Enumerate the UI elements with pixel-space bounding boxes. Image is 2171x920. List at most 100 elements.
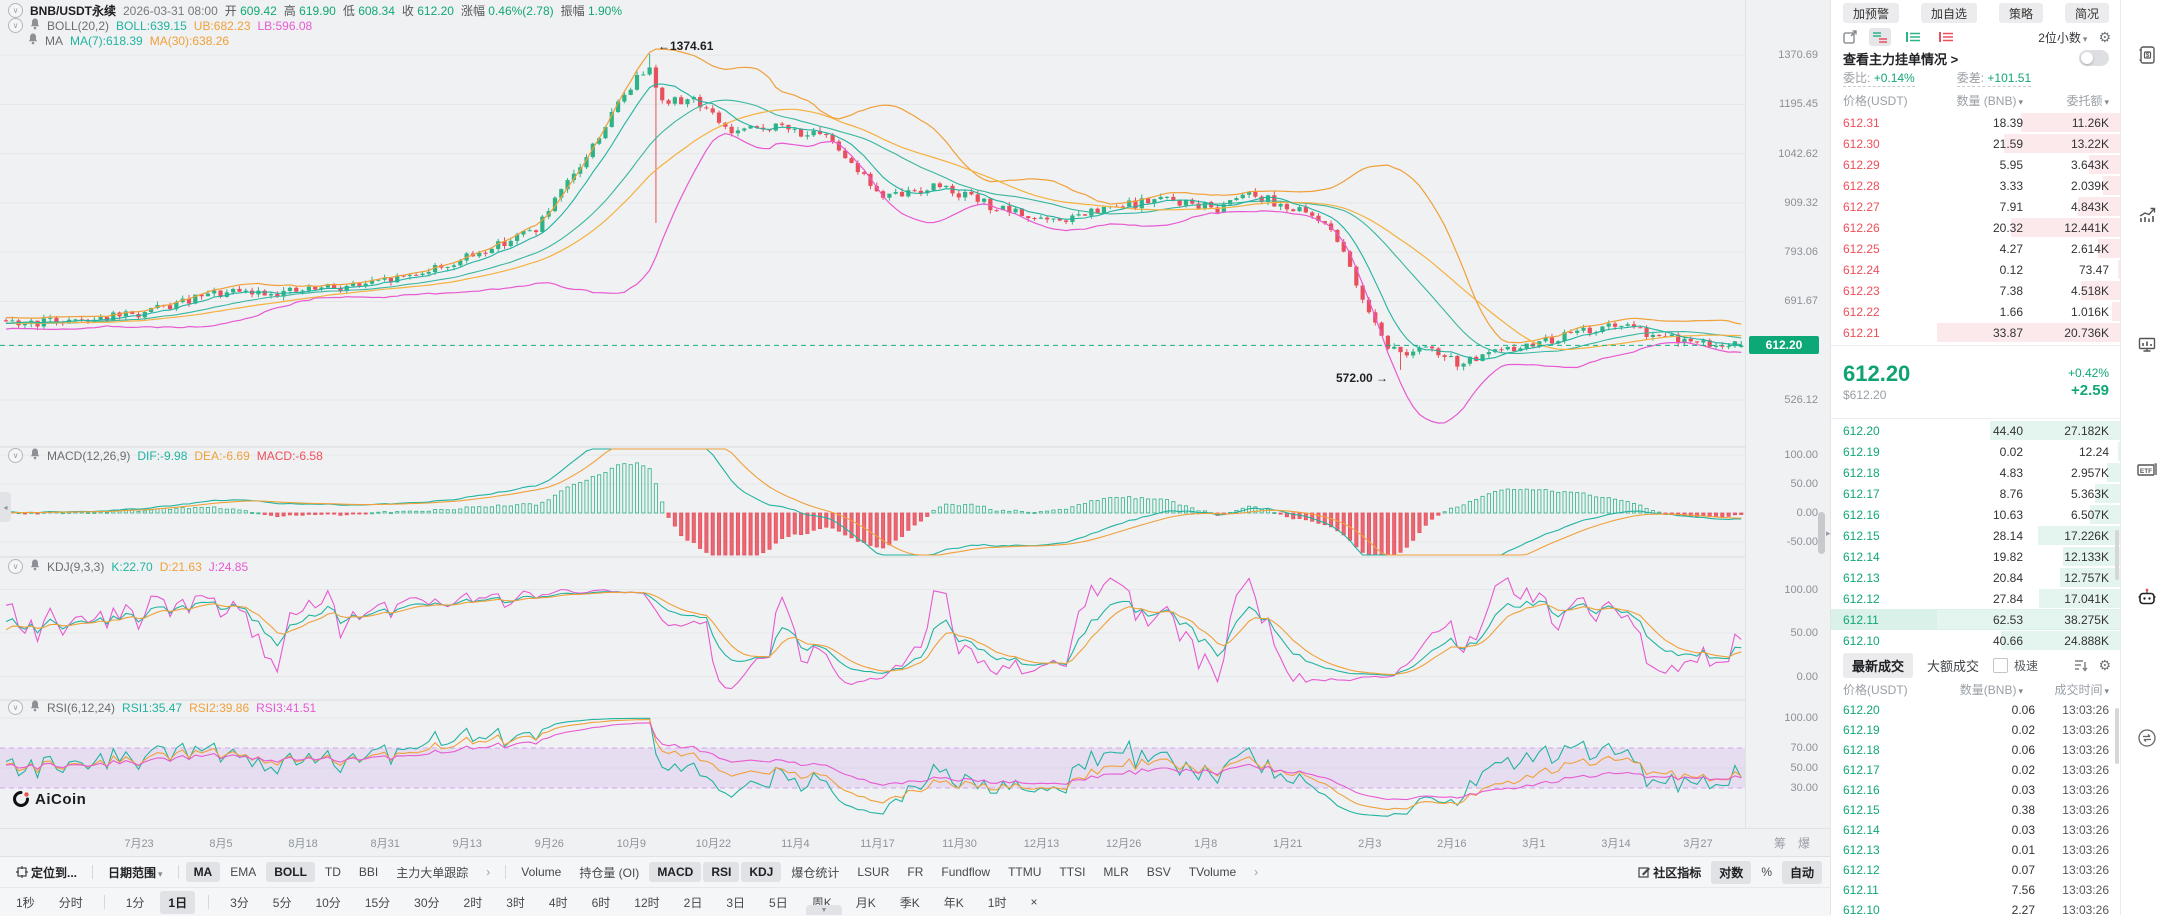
market-trend-icon[interactable]: [2137, 205, 2157, 228]
remove-timeframe-button[interactable]: ×: [1030, 895, 1038, 909]
toolbar-item-TD[interactable]: TD: [324, 865, 341, 879]
toolbar-item-MA[interactable]: MA: [185, 862, 221, 882]
trade-row[interactable]: 612.10 2.27 13:03:26: [1843, 903, 2109, 917]
toolbar-item-主力大单跟踪[interactable]: 主力大单跟踪: [396, 865, 469, 880]
toolbar-item-MLR[interactable]: MLR: [1103, 865, 1129, 879]
toolbar-item-RSI[interactable]: RSI: [703, 862, 740, 882]
bid-row[interactable]: 612.17 8.76 5.363K: [1831, 483, 2121, 504]
toolbar-item-分时[interactable]: 分时: [58, 895, 83, 910]
toolbar-item-4时[interactable]: 4时: [548, 895, 568, 910]
toolbar-item-Fundflow[interactable]: Fundflow: [941, 865, 991, 879]
toolbar-item-MACD[interactable]: MACD: [649, 862, 702, 882]
ask-row[interactable]: 612.27 7.91 4.843K: [1831, 196, 2121, 217]
trade-row[interactable]: 612.14 0.03 13:03:26: [1843, 823, 2109, 837]
panel-button-简况[interactable]: 简况: [2064, 3, 2109, 23]
toolbar-item--[interactable]: ›: [486, 865, 491, 879]
decimals-select[interactable]: 2位小数 ▾: [2038, 30, 2088, 45]
book-view-bids-icon[interactable]: [1902, 28, 1924, 46]
column-header[interactable]: 数量 (BNB) ▾: [1956, 93, 2023, 108]
pane-scroll-arrow[interactable]: ▸: [1826, 528, 1831, 538]
convert-icon[interactable]: [2137, 728, 2157, 751]
tab-latest-trades[interactable]: 最新成交: [1843, 652, 1914, 678]
column-header[interactable]: 成交时间 ▾: [2054, 682, 2109, 697]
trade-row[interactable]: 612.17 0.02 13:03:26: [1843, 763, 2109, 777]
toolbar-item-LSUR[interactable]: LSUR: [857, 865, 890, 879]
toolbar-item-日期范围[interactable]: 日期范围 ▾: [108, 865, 163, 880]
toolbar-item-KDJ[interactable]: KDJ: [741, 862, 782, 882]
panel-collapse-handle[interactable]: ◂: [0, 492, 11, 522]
toolbar-item-10分[interactable]: 10分: [315, 895, 341, 910]
chart-canvas[interactable]: ←1374.61 572.00 →: [0, 0, 1745, 828]
toolbar-item-社区指标[interactable]: 社区指标: [1630, 861, 1709, 884]
collapse-icon[interactable]: ∨: [8, 559, 23, 574]
panel-button-加预警[interactable]: 加预警: [1843, 3, 1900, 23]
toolbar-item-1时[interactable]: 1时: [987, 895, 1007, 910]
toolbar-item-对数[interactable]: 对数: [1711, 860, 1752, 884]
ask-row[interactable]: 612.24 0.12 73.47: [1831, 259, 2121, 280]
trade-row[interactable]: 612.15 0.38 13:03:26: [1843, 803, 2109, 817]
toolbar-item-TVolume[interactable]: TVolume: [1188, 865, 1237, 879]
toolbar-item-FR[interactable]: FR: [907, 865, 924, 879]
bid-row[interactable]: 612.13 20.84 12.757K: [1831, 567, 2121, 588]
toolbar-item-持仓量-OI-[interactable]: 持仓量 (OI): [579, 865, 640, 880]
toolbar-item-BBI[interactable]: BBI: [358, 865, 379, 879]
asset-book-icon[interactable]: $: [2137, 45, 2157, 68]
toolbar-item-Volume[interactable]: Volume: [521, 865, 562, 879]
alert-bell-icon[interactable]: [28, 33, 38, 48]
toolbar-item-自动[interactable]: 自动: [1781, 860, 1822, 884]
bid-row[interactable]: 612.10 40.66 24.888K: [1831, 630, 2121, 651]
panel-button-加自选[interactable]: 加自选: [1920, 3, 1977, 23]
ask-row[interactable]: 612.23 7.38 4.518K: [1831, 280, 2121, 301]
trades-settings-icon[interactable]: ⚙: [2098, 656, 2111, 673]
toolbar-item-BSV[interactable]: BSV: [1146, 865, 1171, 879]
bid-row[interactable]: 612.18 4.83 2.957K: [1831, 462, 2121, 483]
price-axis[interactable]: 1370.69 1195.45 1042.62 909.32 793.06 691.67 5…: [1745, 0, 1831, 828]
trade-row[interactable]: 612.20 0.06 13:03:26: [1843, 703, 2109, 717]
bid-row[interactable]: 612.11 62.53 38.275K: [1831, 609, 2121, 630]
fast-mode-checkbox[interactable]: [1993, 657, 2009, 673]
toolbar-item-TTMU[interactable]: TTMU: [1008, 865, 1042, 879]
toolbar-item-12时[interactable]: 12时: [634, 895, 660, 910]
board-chart-icon[interactable]: [2137, 335, 2157, 358]
ask-row[interactable]: 612.29 5.95 3.643K: [1831, 154, 2121, 175]
etf-icon[interactable]: ETF: [2136, 460, 2158, 483]
collapse-icon[interactable]: ∨: [8, 3, 23, 18]
liquidation-toggle[interactable]: 爆: [1797, 836, 1810, 851]
toolbar-item-EMA[interactable]: EMA: [230, 865, 257, 879]
bid-row[interactable]: 612.19 0.02 12.24: [1831, 441, 2121, 462]
toolbar-item-爆仓统计[interactable]: 爆仓统计: [791, 865, 840, 880]
orderbook-settings-icon[interactable]: ⚙: [2098, 28, 2111, 45]
main-orders-link[interactable]: 查看主力挂单情况 >: [1843, 51, 1959, 67]
trades-scrollbar[interactable]: [2115, 708, 2119, 764]
toolbar-item-1分[interactable]: 1分: [125, 895, 145, 910]
tab-large-trades[interactable]: 大额成交: [1927, 658, 1980, 674]
ask-row[interactable]: 612.25 4.27 2.614K: [1831, 238, 2121, 259]
toolbar-item-15分[interactable]: 15分: [364, 895, 391, 910]
ask-row[interactable]: 612.26 20.32 12.441K: [1831, 217, 2121, 238]
book-view-both-icon[interactable]: [1869, 28, 1891, 46]
panel-button-策略[interactable]: 策略: [1998, 3, 2043, 23]
trade-row[interactable]: 612.16 0.03 13:03:26: [1843, 783, 2109, 797]
ai-robot-icon[interactable]: [2136, 588, 2158, 611]
trade-row[interactable]: 612.18 0.06 13:03:26: [1843, 743, 2109, 757]
bid-row[interactable]: 612.20 44.40 27.182K: [1831, 420, 2121, 441]
collapse-icon[interactable]: ∨: [8, 448, 23, 463]
ask-row[interactable]: 612.21 33.87 20.736K: [1831, 322, 2121, 343]
toolbar-item-年K[interactable]: 年K: [943, 895, 964, 910]
alert-bell-icon[interactable]: [30, 559, 40, 574]
toolbar-item-5日[interactable]: 5日: [769, 895, 788, 910]
toolbar-item-月K[interactable]: 月K: [855, 895, 876, 910]
column-header[interactable]: 数量(BNB) ▾: [1959, 682, 2023, 697]
main-orders-toggle[interactable]: [2079, 50, 2109, 66]
pop-out-icon[interactable]: [1843, 30, 1858, 44]
toolbar-collapse-handle[interactable]: ▼: [806, 905, 842, 915]
ask-row[interactable]: 612.31 18.39 11.26K: [1831, 112, 2121, 133]
trade-row[interactable]: 612.12 0.07 13:03:26: [1843, 863, 2109, 877]
bid-row[interactable]: 612.14 19.82 12.133K: [1831, 546, 2121, 567]
toolbar-item-30分[interactable]: 30分: [414, 895, 440, 910]
toolbar-item-1秒[interactable]: 1秒: [16, 895, 35, 910]
trade-row[interactable]: 612.19 0.02 13:03:26: [1843, 723, 2109, 737]
ask-row[interactable]: 612.22 1.66 1.016K: [1831, 301, 2121, 322]
trade-row[interactable]: 612.11 7.56 13:03:26: [1843, 883, 2109, 897]
toolbar-item--[interactable]: %: [1761, 865, 1772, 879]
